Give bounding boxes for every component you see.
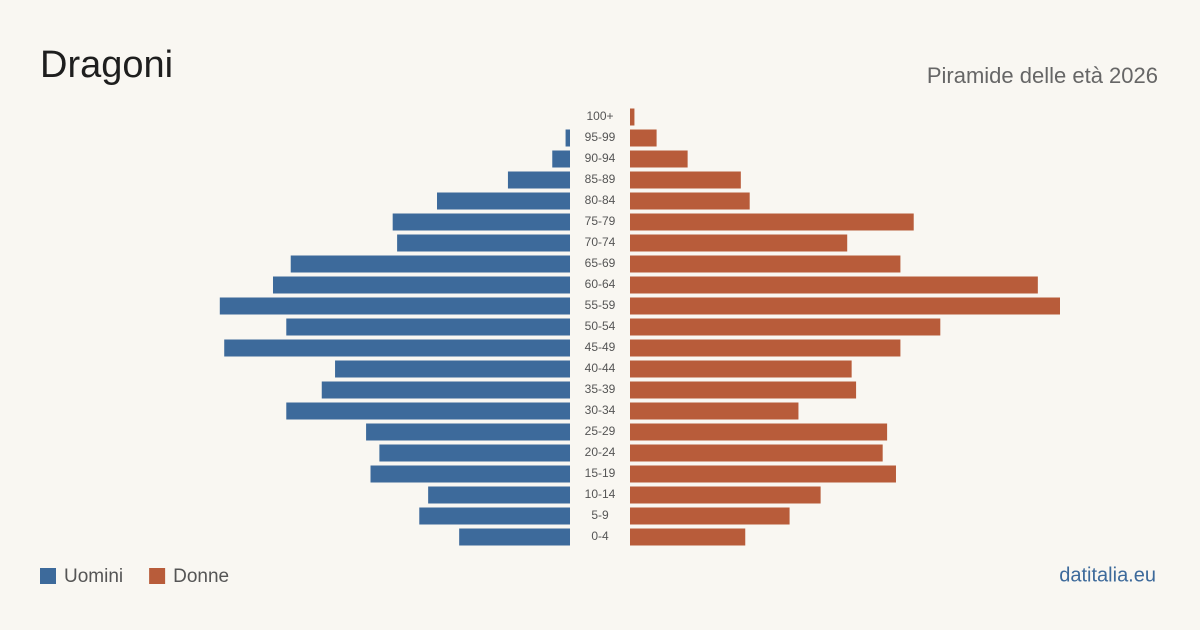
bar	[428, 486, 570, 504]
bar	[630, 108, 635, 126]
age-label: 80-84	[585, 193, 616, 207]
age-label: 65-69	[585, 256, 616, 270]
legend-label: Uomini	[64, 566, 123, 587]
bar	[630, 339, 901, 357]
bar	[335, 360, 570, 378]
bar	[630, 423, 888, 441]
bar	[630, 381, 857, 399]
bar	[272, 276, 570, 294]
age-label: 25-29	[585, 424, 616, 438]
bar	[630, 213, 914, 231]
bar	[370, 465, 570, 483]
bar	[630, 192, 750, 210]
age-label: 45-49	[585, 340, 616, 354]
age-label: 30-34	[585, 403, 616, 417]
age-label: 0-4	[591, 529, 609, 543]
bar	[419, 507, 570, 525]
bar	[630, 297, 1060, 315]
age-label: 60-64	[585, 277, 616, 291]
age-label: 90-94	[585, 151, 616, 165]
bar	[392, 213, 570, 231]
age-label: 85-89	[585, 172, 616, 186]
bar	[630, 507, 790, 525]
legend-label: Donne	[173, 566, 229, 587]
bar	[630, 234, 848, 252]
bar	[459, 528, 570, 546]
bar	[630, 444, 883, 462]
age-label: 15-19	[585, 466, 616, 480]
age-label: 70-74	[585, 235, 616, 249]
bar	[630, 465, 896, 483]
age-label: 20-24	[585, 445, 616, 459]
age-label: 55-59	[585, 298, 616, 312]
bar	[630, 528, 746, 546]
source: datitalia.eu	[1059, 564, 1156, 586]
age-label: 50-54	[585, 319, 616, 333]
bar	[630, 360, 852, 378]
bar	[366, 423, 570, 441]
bar	[630, 255, 901, 273]
age-label: 100+	[586, 109, 613, 123]
legend-swatch	[149, 568, 166, 584]
bar	[630, 276, 1038, 294]
bar	[552, 150, 570, 168]
bar	[286, 402, 570, 420]
bar	[565, 129, 570, 147]
bar	[437, 192, 570, 210]
legend-swatch	[40, 568, 56, 584]
chart-subtitle: Piramide delle età 2026	[927, 63, 1158, 88]
age-label: 75-79	[585, 214, 616, 228]
age-label: 10-14	[585, 487, 616, 501]
age-label: 40-44	[585, 361, 616, 375]
age-label: 95-99	[585, 130, 616, 144]
bar	[397, 234, 570, 252]
bar	[321, 381, 570, 399]
bar	[630, 171, 741, 189]
age-label: 35-39	[585, 382, 616, 396]
bar	[379, 444, 570, 462]
age-label: 5-9	[591, 508, 609, 522]
bar	[630, 486, 821, 504]
bar	[219, 297, 570, 315]
bar	[630, 402, 799, 420]
bar	[507, 171, 570, 189]
bar	[630, 318, 941, 336]
bar	[224, 339, 570, 357]
bar	[630, 150, 688, 168]
chart-title: Dragoni	[40, 44, 173, 86]
bar	[630, 129, 657, 147]
bar	[286, 318, 570, 336]
bar	[290, 255, 570, 273]
